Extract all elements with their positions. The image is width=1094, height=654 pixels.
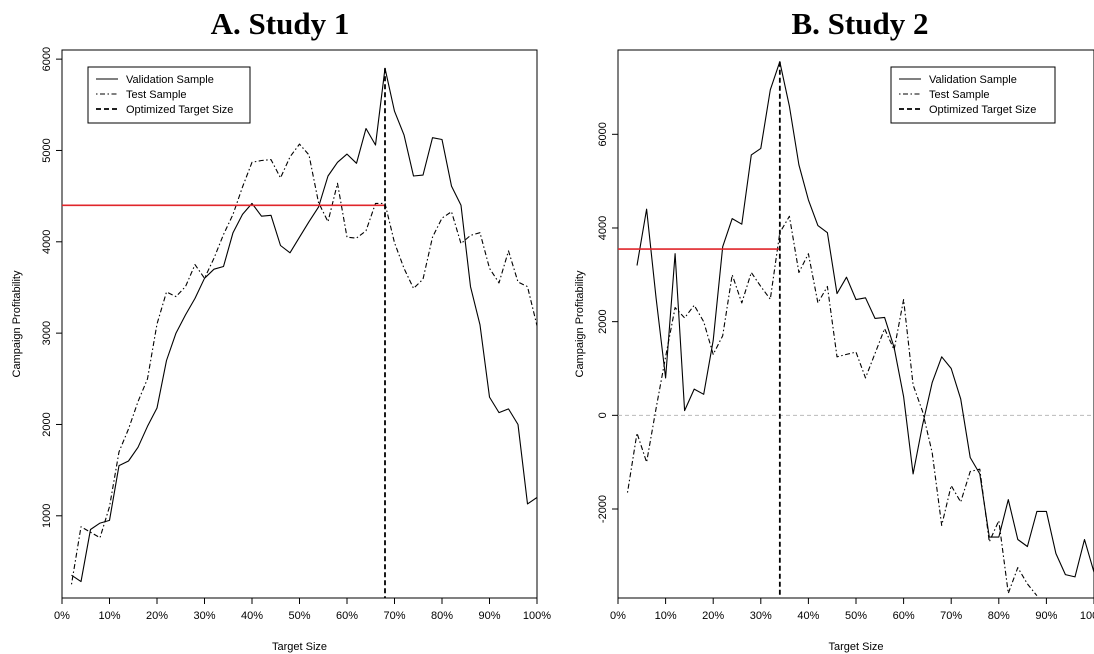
p1-legend-label: Test Sample [126,89,187,101]
p1-y-tick-label: 6000 [41,47,53,71]
p1-y-tick-label: 2000 [41,412,53,436]
p2-legend: Validation Sample Test Sample Optimized Ta… [890,66,1056,124]
p1-series-validation-sample [71,67,537,583]
panel-b-title: B. Study 2 [791,6,929,41]
p2-x-tick-label: 40% [797,610,819,622]
p1-legend-label: Optimized Target Size [126,104,233,116]
chart-panel-2: 0% 10% 20% 30% 40% 50% 60% 70% 80% 90% 100% -2000 0 2… [574,49,1094,653]
p2-y-axis-label: Campaign Profitability [574,270,586,377]
p1-legend-label: Validation Sample [126,74,214,86]
p1-x-tick-label: 10% [98,610,120,622]
p2-x-tick-label: 90% [1035,610,1057,622]
p2-x-tick-label: 100% [1080,610,1094,622]
p1-x-tick-label: 20% [146,610,168,622]
p2-x-tick-label: 10% [655,610,677,622]
p2-series-validation-sample [636,61,1094,578]
p2-legend-label: Test Sample [929,89,990,101]
p2-x-tick-label: 20% [702,610,724,622]
p2-legend-label: Validation Sample [929,74,1017,86]
p2-x-tick-label: 50% [845,610,867,622]
p2-y-tick-label: 6000 [597,122,609,146]
p1-legend-box [87,66,251,124]
p2-legend-box [890,66,1056,124]
p2-y-tick-label: 0 [597,412,609,418]
p1-x-tick-label: 80% [431,610,453,622]
p1-x-axis-label: Target Size [272,641,327,653]
p2-series-test-sample [626,215,1038,597]
p1-y-tick-label: 5000 [41,138,53,162]
p2-x-tick-label: 70% [940,610,962,622]
p2-x-tick-label: 80% [988,610,1010,622]
p1-x-tick-label: 40% [241,610,263,622]
p2-x-tick-label: 30% [750,610,772,622]
p1-y-tick-label: 3000 [41,321,53,345]
p1-x-tick-label: 60% [336,610,358,622]
p1-x-tick-label: 50% [288,610,310,622]
p2-x-axis-label: Target Size [828,641,883,653]
p1-y-axis-label: Campaign Profitability [11,270,23,377]
p2-y-tick-label: 2000 [597,309,609,333]
p1-plot-frame [61,49,538,599]
chart-panel-1: 0% 10% 20% 30% 40% 50% 60% 70% 80% 90% 100% 1000 200… [11,47,551,653]
p1-x-tick-label: 30% [193,610,215,622]
p1-y-tick-label: 4000 [41,230,53,254]
p1-x-tick-label: 70% [383,610,405,622]
p1-x-tick-label: 100% [523,610,551,622]
p2-x-tick-label: 60% [893,610,915,622]
p2-legend-label: Optimized Target Size [929,104,1036,116]
p1-x-tick-label: 90% [478,610,500,622]
p1-x-tick-label: 0% [54,610,70,622]
p2-y-tick-label: 4000 [597,216,609,240]
p2-y-tick-label: -2000 [597,495,609,523]
p1-y-tick-label: 1000 [41,504,53,528]
p1-legend: Validation Sample Test Sample Optimized Ta… [87,66,251,124]
panel-a-title: A. Study 1 [210,6,350,41]
p1-series-test-sample [70,143,537,585]
p2-x-tick-label: 0% [610,610,626,622]
p2-plot-frame [617,49,1094,599]
